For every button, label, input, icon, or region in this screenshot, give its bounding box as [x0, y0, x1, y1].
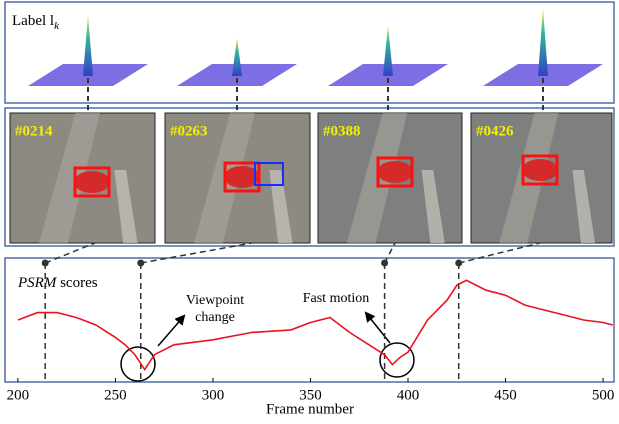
figure: Label lk PSRM scores Viewpoint change Fa…: [0, 0, 619, 424]
page: {"figure": {"top_label": "Label l", "top…: [0, 0, 619, 424]
peak-spike: [538, 8, 548, 76]
marker-dot: [42, 260, 49, 267]
marker-dot: [381, 260, 388, 267]
peak-spike: [383, 25, 393, 76]
annotation: Viewpoint: [186, 293, 244, 308]
car: [377, 161, 413, 183]
x-tick-label: 400: [397, 387, 420, 403]
highlight-circle: [121, 347, 155, 381]
x-axis-label: Frame number: [266, 401, 354, 417]
x-tick-label: 200: [7, 387, 30, 403]
annotation: change: [195, 310, 235, 325]
score-label: PSRM scores: [17, 275, 98, 291]
peak-spike: [83, 15, 93, 76]
marker-dot: [137, 260, 144, 267]
x-tick-label: 250: [104, 387, 127, 403]
x-tick-label: 300: [202, 387, 225, 403]
car: [74, 171, 110, 193]
arrow: [158, 316, 184, 346]
peak-spike: [232, 38, 242, 76]
frame-label: #0263: [170, 123, 208, 139]
frame-label: #0214: [15, 123, 53, 139]
marker-dot: [455, 260, 462, 267]
arrow: [366, 313, 390, 343]
frame-label: #0388: [323, 123, 361, 139]
car: [522, 159, 558, 181]
x-tick-label: 450: [494, 387, 517, 403]
x-tick-label: 350: [299, 387, 322, 403]
x-tick-label: 500: [592, 387, 615, 403]
top-label: Label lk: [12, 13, 60, 31]
top-panel: [5, 2, 614, 103]
annotation: Fast motion: [303, 291, 370, 306]
frame-label: #0426: [476, 123, 514, 139]
